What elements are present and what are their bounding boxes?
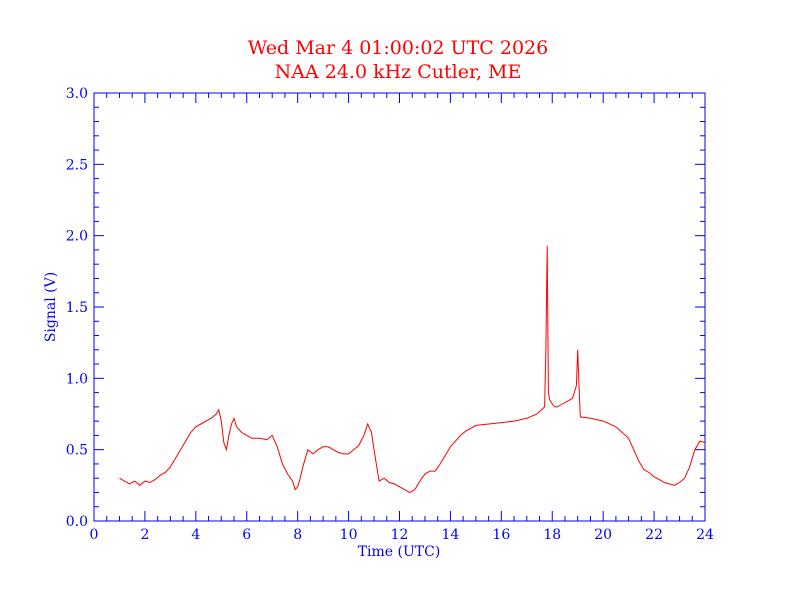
y-tick-label: 0.0 — [66, 514, 88, 530]
x-tick-label: 16 — [492, 527, 510, 543]
x-tick-label: 24 — [696, 527, 714, 543]
x-axis-label: Time (UTC) — [358, 544, 441, 560]
x-tick-label: 0 — [90, 527, 99, 543]
x-tick-label: 4 — [191, 527, 200, 543]
y-tick-label: 2.0 — [66, 229, 88, 245]
x-tick-label: 6 — [242, 527, 251, 543]
y-tick-label: 3.0 — [66, 86, 88, 102]
x-tick-label: 2 — [140, 527, 149, 543]
y-tick-label: 1.5 — [66, 300, 88, 316]
y-tick-label: 1.0 — [66, 371, 88, 387]
series-line — [119, 245, 706, 494]
axis-tick-labels: 0 2 4 6 8 10 12 14 16 18 20 22 240.00.51.01.52.02.53… — [66, 86, 714, 543]
x-tick-label: 18 — [543, 527, 561, 543]
x-tick-label: 22 — [645, 527, 663, 543]
x-tick-label: 8 — [293, 527, 302, 543]
chart-subtitle: NAA 24.0 kHz Cutler, ME — [275, 61, 522, 83]
chart-title: Wed Mar 4 01:00:02 UTC 2026 — [248, 37, 548, 59]
x-tick-label: 10 — [340, 527, 358, 543]
x-tick-label: 14 — [442, 527, 460, 543]
plot-frame — [93, 92, 706, 522]
axis-ticks — [93, 92, 706, 522]
x-tick-label: 20 — [594, 527, 612, 543]
x-tick-label: 12 — [391, 527, 409, 543]
y-tick-label: 0.5 — [66, 443, 88, 459]
y-tick-label: 2.5 — [66, 157, 88, 173]
y-axis-label: Signal (V) — [43, 272, 59, 342]
